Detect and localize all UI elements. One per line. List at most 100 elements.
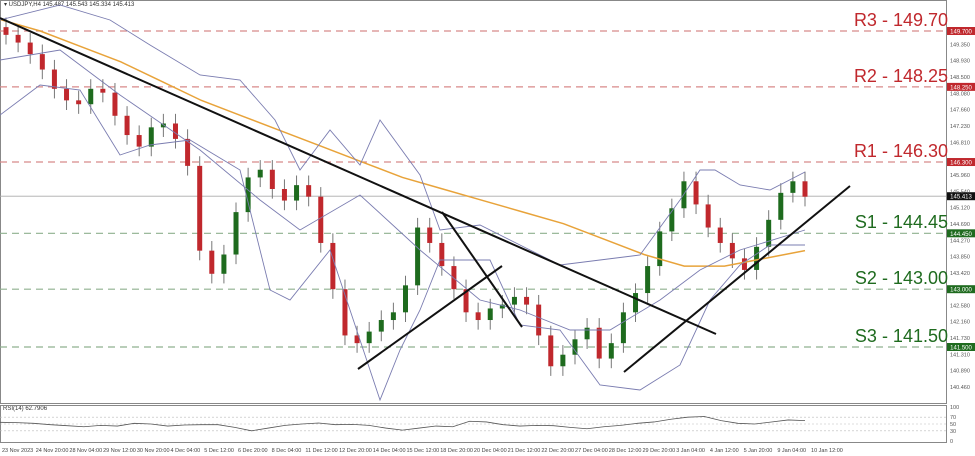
downtrend-line	[0, 17, 717, 335]
time-axis-label: 15 Dec 12:00	[407, 448, 440, 454]
candle-body	[306, 185, 312, 197]
time-axis-label: 29 Nov 12:00	[103, 448, 136, 454]
candle-body	[233, 212, 239, 255]
time-axis-label: 5 Dec 12:00	[204, 448, 234, 454]
time-axis-label: 5 Jan 20:00	[744, 448, 773, 454]
rsi-label: RSI(14) 62.7906	[3, 406, 48, 412]
rsi-tick: 0	[950, 439, 953, 445]
bollinger-lower	[0, 84, 805, 402]
time-axis-label: 14 Dec 04:00	[373, 448, 406, 454]
price-tick: 143.420	[950, 271, 970, 277]
candle-body	[778, 192, 784, 220]
candle-body	[330, 242, 336, 290]
price-tick: 148.930	[950, 59, 970, 65]
candle-body	[378, 320, 384, 332]
candle-body	[620, 312, 626, 344]
axis-tag-r3	[947, 27, 975, 35]
candle-body	[717, 227, 723, 243]
price-tick: 144.270	[950, 238, 970, 244]
rsi-tick: 50	[950, 422, 956, 428]
time-axis-label: 21 Dec 12:00	[508, 448, 541, 454]
candle-body	[342, 289, 348, 336]
level-label-s3: S3 - 141.50	[854, 326, 948, 346]
candle-body	[112, 92, 118, 116]
axis-tag-s1	[947, 229, 975, 238]
candle-body	[172, 123, 178, 139]
candle-body	[439, 242, 445, 267]
candle-body	[729, 242, 735, 259]
axis-tag-text: 146.300	[950, 161, 972, 167]
price-tick: 146.810	[950, 140, 970, 146]
axis-tag-text: 149.700	[950, 30, 972, 36]
price-tick: 143.850	[950, 254, 970, 260]
candle-body	[415, 227, 421, 286]
price-tick: 142.580	[950, 303, 970, 309]
candle-body	[487, 308, 493, 321]
candle-body	[754, 246, 760, 270]
time-axis-label: 28 Dec 12:00	[609, 448, 642, 454]
axis-tag-r1	[947, 158, 975, 167]
candle-body	[705, 204, 711, 228]
price-tick: 140.890	[950, 369, 970, 375]
axis-tag-text: 148.250	[950, 85, 972, 91]
time-axis-label: 29 Dec 20:00	[642, 448, 675, 454]
time-axis-label: 4 Jan 12:00	[710, 448, 739, 454]
rsi-tick: 70	[950, 415, 956, 421]
bollinger-upper	[0, 4, 806, 266]
time-axis-label: 8 Dec 04:00	[272, 448, 302, 454]
time-axis-label: 9 Jan 04:00	[777, 448, 806, 454]
rsi-tick: 100	[950, 405, 959, 411]
symbol-header: ▾ USDJPY,H4 145.487 145.543 145.334 145.…	[4, 2, 135, 8]
candle-body	[76, 100, 82, 105]
candle-body	[536, 304, 542, 336]
time-axis-label: 6 Dec 20:00	[238, 448, 268, 454]
time-axis-label: 27 Dec 04:00	[575, 448, 608, 454]
time-axis-label: 11 Dec 12:00	[305, 448, 337, 454]
time-axis-label: 18 Dec 20:00	[440, 448, 473, 454]
axis-tag-text: 144.450	[950, 232, 972, 238]
axis-tag-s3	[947, 343, 975, 351]
candle-body	[572, 339, 578, 355]
time-axis-label: 3 Jan 04:00	[676, 448, 705, 454]
candle-body	[281, 189, 287, 201]
time-axis-label: 22 Dec 20:00	[541, 448, 574, 454]
axis-tag-text: 141.500	[950, 346, 972, 352]
candle-body	[354, 335, 360, 344]
candle-body	[160, 123, 166, 128]
candle-body	[741, 258, 747, 270]
candle-body	[427, 227, 433, 243]
candle-body	[390, 312, 396, 321]
price-tick: 149.350	[950, 42, 970, 48]
candle-body	[584, 327, 590, 340]
candle-body	[475, 312, 481, 321]
candle-body	[51, 69, 57, 89]
candle-body	[596, 327, 602, 359]
time-axis-label: 23 Nov 2023	[2, 448, 33, 454]
candle-body	[657, 231, 663, 267]
candle-body	[669, 208, 675, 232]
current-price-tag	[947, 192, 975, 201]
candle-body	[124, 115, 130, 136]
mini-downtrend-line	[441, 211, 523, 328]
level-label-s1: S1 - 144.45	[854, 212, 948, 233]
candle-body	[645, 266, 651, 294]
price-tick: 141.730	[950, 336, 970, 342]
candle-body	[366, 331, 372, 344]
candle-body	[294, 185, 300, 201]
axis-tag-text: 143.000	[950, 288, 972, 294]
candle-body	[221, 254, 227, 274]
candle-body	[88, 88, 94, 105]
candle-body	[548, 335, 554, 367]
candle-body	[185, 138, 191, 166]
candle-body	[269, 169, 275, 189]
support-trendline-1	[357, 265, 503, 370]
time-axis-label: 10 Jan 12:00	[811, 448, 843, 454]
price-tick: 147.660	[950, 108, 970, 114]
candle-body	[245, 177, 251, 213]
candle-body	[524, 296, 530, 305]
price-tick: 144.690	[950, 222, 970, 228]
candle-body	[318, 196, 324, 243]
level-label-r1: R1 - 146.30	[853, 141, 948, 162]
candle-body	[403, 285, 408, 313]
axis-tag-s2	[947, 285, 975, 294]
